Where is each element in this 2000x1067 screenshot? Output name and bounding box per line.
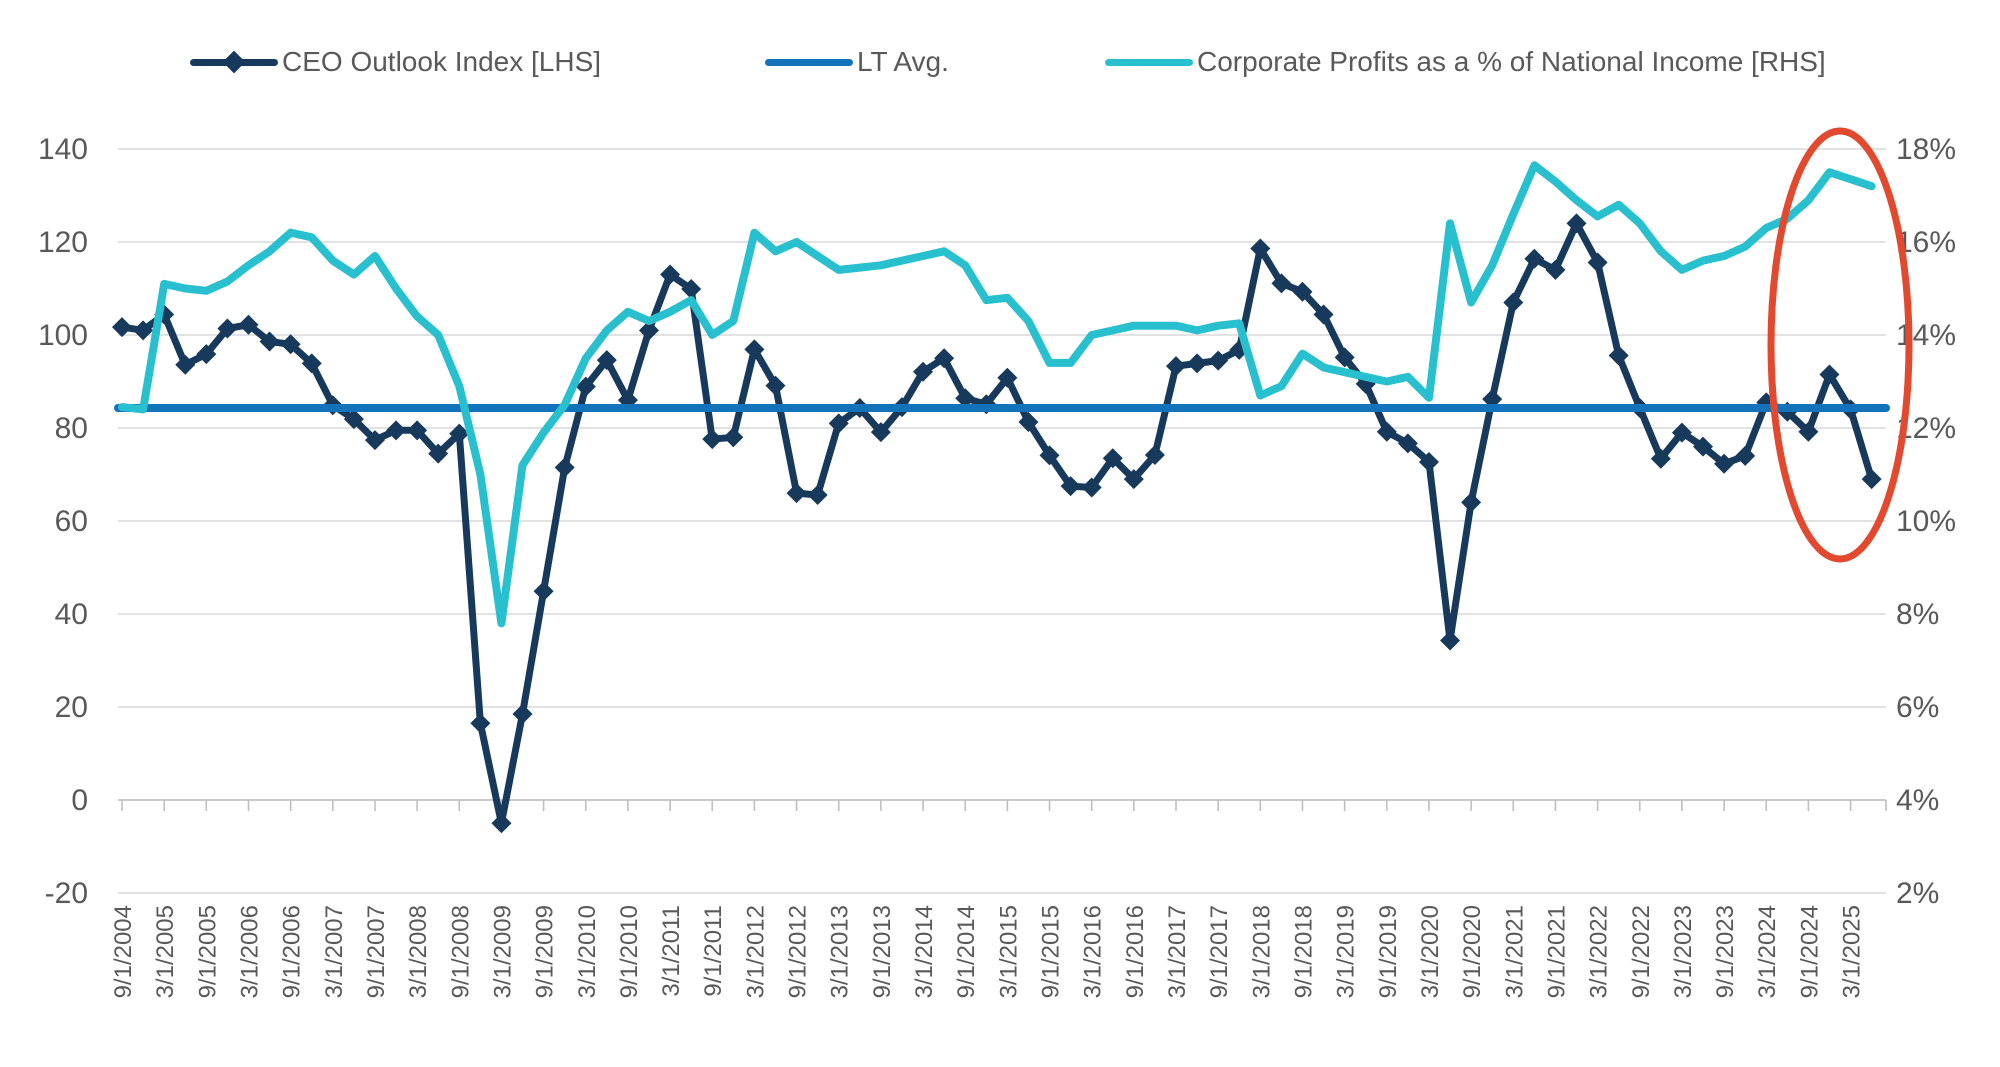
series-ceo-outlook — [112, 213, 1882, 834]
x-axis-tick-label: 9/1/2005 — [194, 905, 221, 998]
x-axis-tick-label: 9/1/2023 — [1712, 905, 1739, 998]
x-axis-tick-label: 3/1/2025 — [1839, 905, 1866, 998]
x-axis-tick-label: 3/1/2007 — [321, 905, 348, 998]
x-axis-tick-label: 9/1/2010 — [616, 905, 643, 998]
x-axis-tick-label: 9/1/2015 — [1038, 905, 1065, 998]
x-axis-tick-label: 3/1/2005 — [152, 905, 179, 998]
x-axis-tick-label: 3/1/2021 — [1501, 905, 1528, 998]
x-axis-tick-label: 9/1/2007 — [363, 905, 390, 998]
profits-line — [118, 161, 1876, 628]
left-axis-tick-label: -20 — [45, 877, 88, 910]
x-axis — [118, 799, 1887, 811]
x-axis-tick-label: 9/1/2020 — [1459, 905, 1486, 998]
legend-item-profits: Corporate Profits as a % of National Inc… — [1105, 44, 1826, 80]
x-axis-labels: 9/1/2004 3/1/2005 9/1/2005 3/1/2006 9/1/2006… — [110, 905, 1866, 998]
x-axis-tick-label: 9/1/2012 — [785, 905, 812, 998]
lt-avg-line-icon — [765, 58, 853, 66]
x-axis-tick-label: 9/1/2013 — [869, 905, 896, 998]
x-axis-tick-label: 3/1/2010 — [574, 905, 601, 998]
x-axis-tick-label: 3/1/2009 — [489, 905, 516, 998]
x-axis-tick-label: 9/1/2004 — [110, 905, 137, 998]
right-axis-tick-label: 4% — [1896, 784, 1939, 817]
legend-label-profits: Corporate Profits as a % of National Inc… — [1197, 46, 1826, 77]
x-axis-tick-label: 3/1/2024 — [1754, 905, 1781, 998]
right-axis-tick-label: 18% — [1896, 133, 1956, 166]
x-axis-tick-label: 3/1/2018 — [1248, 905, 1275, 998]
x-axis-tick-label: 9/1/2009 — [532, 905, 559, 998]
right-axis-tick-label: 2% — [1896, 877, 1939, 910]
left-axis-tick-label: 120 — [38, 226, 88, 259]
legend: CEO Outlook Index [LHS] LT Avg. Corporat… — [0, 44, 2000, 80]
right-axis-tick-label: 14% — [1896, 319, 1956, 352]
x-axis-tick-label: 9/1/2017 — [1206, 905, 1233, 998]
ceo-diamond-markers — [112, 213, 1882, 834]
ceo-line — [118, 219, 1876, 827]
x-axis-tick-label: 3/1/2015 — [995, 905, 1022, 998]
left-axis-tick-label: 60 — [55, 505, 88, 538]
x-axis-tick-label: 9/1/2011 — [700, 905, 727, 997]
x-axis-tick-label: 3/1/2023 — [1670, 905, 1697, 998]
legend-label-lt-avg: LT Avg. — [857, 46, 949, 77]
x-axis-tick-label: 3/1/2017 — [1164, 905, 1191, 998]
x-axis-tick-label: 3/1/2014 — [911, 905, 938, 998]
right-axis-tick-label: 6% — [1896, 691, 1939, 724]
x-axis-tick-label: 3/1/2012 — [742, 905, 769, 998]
x-axis-tick-label: 3/1/2019 — [1333, 905, 1360, 998]
x-axis-tick-label: 3/1/2020 — [1417, 905, 1444, 998]
x-axis-tick-label: 3/1/2011 — [658, 905, 685, 997]
profits-line-icon — [1105, 58, 1193, 66]
annotation-ellipse — [1767, 127, 1913, 563]
left-axis-tick-label: 80 — [55, 412, 88, 445]
x-axis-tick-label: 9/1/2024 — [1796, 905, 1823, 998]
legend-item-ceo: CEO Outlook Index [LHS] — [190, 44, 601, 80]
x-axis-tick-label: 3/1/2013 — [827, 905, 854, 998]
x-axis-tick-label: 3/1/2022 — [1586, 905, 1613, 998]
x-axis-tick-label: 9/1/2022 — [1628, 905, 1655, 998]
legend-label-ceo: CEO Outlook Index [LHS] — [282, 46, 602, 77]
legend-item-lt-avg: LT Avg. — [765, 44, 949, 80]
left-axis-labels: 140 120 100 80 60 40 20 0 -20 — [38, 133, 88, 910]
x-axis-tick-label: 9/1/2021 — [1543, 905, 1570, 998]
x-axis-tick-label: 3/1/2008 — [405, 905, 432, 998]
left-axis-tick-label: 100 — [38, 319, 88, 352]
x-axis-tick-label: 3/1/2006 — [236, 905, 263, 998]
x-axis-tick-label: 9/1/2016 — [1122, 905, 1149, 998]
gridlines — [118, 148, 1886, 894]
x-axis-tick-label: 9/1/2018 — [1290, 905, 1317, 998]
x-axis-tick-label: 9/1/2019 — [1375, 905, 1402, 998]
ceo-line-diamond-icon — [190, 50, 278, 74]
left-axis-tick-label: 140 — [38, 133, 88, 166]
x-axis-tick-label: 9/1/2006 — [279, 905, 306, 998]
left-axis-tick-label: 40 — [55, 598, 88, 631]
left-axis-tick-label: 0 — [71, 784, 88, 817]
x-axis-tick-label: 9/1/2014 — [953, 905, 980, 998]
right-axis-tick-label: 10% — [1896, 505, 1956, 538]
x-axis-tick-label: 9/1/2008 — [447, 905, 474, 998]
left-axis-tick-label: 20 — [55, 691, 88, 724]
x-axis-tick-label: 3/1/2016 — [1080, 905, 1107, 998]
right-axis-tick-label: 8% — [1896, 598, 1939, 631]
